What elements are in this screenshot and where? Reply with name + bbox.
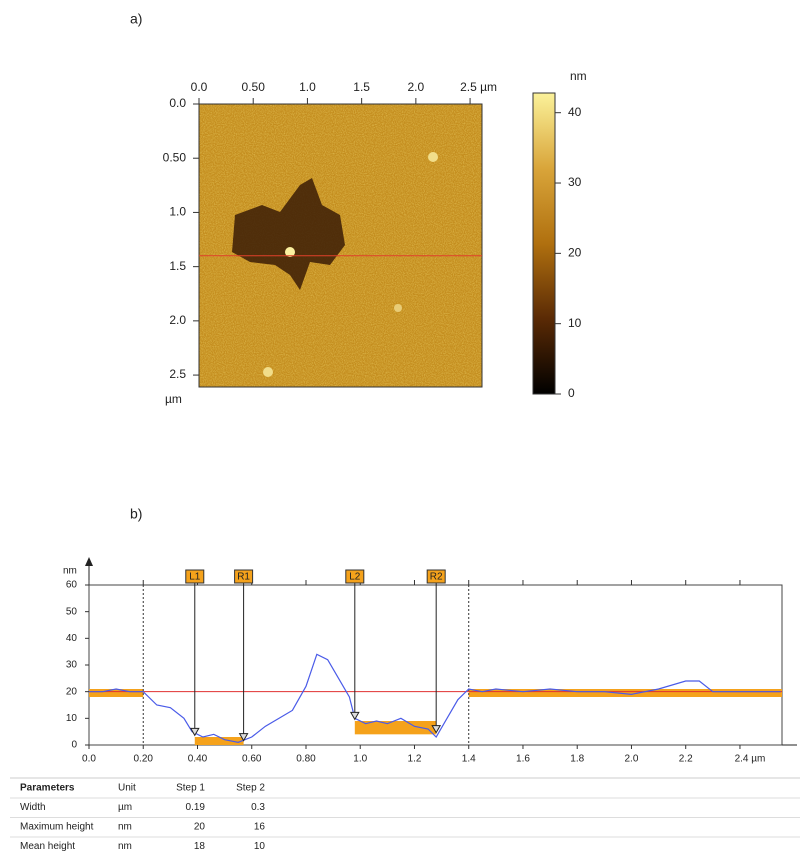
x-tick-label: 1.2 (408, 754, 422, 765)
cursor-label: L2 (349, 572, 361, 583)
x-tick-label: 2.4 µm (735, 754, 766, 765)
y-tick-label: 1.0 (169, 205, 186, 219)
image-frame (198, 103, 483, 388)
x-tick-label: 1.6 (516, 754, 530, 765)
x-tick-label: 1.4 (462, 754, 476, 765)
afm-image (198, 103, 483, 388)
y-tick-label: 20 (66, 686, 78, 697)
y-tick-label: 60 (66, 580, 78, 591)
table-header: Step 2 (236, 783, 265, 794)
profile (89, 653, 781, 743)
y-tick-label: 0.0 (169, 96, 186, 110)
colorbar-tick-label: 40 (568, 105, 582, 119)
x-tick-label: 1.0 (353, 754, 367, 765)
x-tick-label: 1.8 (570, 754, 584, 765)
x-tick-label: 2.5 µm (460, 80, 497, 94)
cursor-marker (349, 711, 360, 721)
reference-region (194, 737, 244, 745)
y-tick-label: 1.5 (169, 259, 186, 273)
panel-label: a) (130, 11, 142, 27)
table-cell: Width (20, 802, 46, 813)
table-cell: Maximum height (20, 822, 94, 833)
y-axis-unit: nm (63, 566, 77, 577)
reference-region (89, 689, 144, 697)
panel-label: b) (130, 506, 142, 522)
colorbar-tick-label: 20 (568, 246, 582, 260)
cursor-marker (431, 725, 442, 734)
colorbar-tick-label: 30 (568, 175, 582, 189)
x-tick-label: 0.0 (191, 80, 208, 94)
x-tick-label: 0.20 (134, 754, 154, 765)
table-cell: 0.3 (251, 802, 265, 813)
colorbar-tick-label: 0 (568, 386, 575, 400)
x-tick-label: 0.60 (242, 754, 262, 765)
cursor-label: R2 (430, 572, 443, 583)
colorbar-tick-label: 10 (568, 316, 582, 330)
cursor-tag (234, 569, 254, 584)
reference-region (468, 689, 782, 697)
y-tick-label: 30 (66, 660, 78, 671)
table-cell: 10 (254, 841, 266, 852)
y-axis-unit: µm (165, 392, 182, 406)
cursor-tag (345, 569, 365, 584)
x-tick-label: 0.0 (82, 754, 96, 765)
cursor-tag (185, 569, 205, 584)
table-header: Step 1 (176, 783, 205, 794)
x-tick-label: 1.0 (299, 80, 316, 94)
cursor-label: R1 (237, 572, 250, 583)
table-cell: nm (118, 822, 132, 833)
cursor-tag (426, 569, 446, 584)
cursor-marker (238, 733, 249, 742)
dark-region (232, 178, 345, 290)
y-tick-label: 2.0 (169, 313, 186, 327)
x-tick-label: 0.50 (242, 80, 266, 94)
arrow-head (85, 557, 93, 566)
table-cell: µm (118, 802, 132, 813)
y-tick-label: 40 (66, 633, 78, 644)
bright-spot (428, 152, 438, 162)
table-cell: 0.19 (186, 802, 206, 813)
table-cell: 16 (254, 822, 266, 833)
table-cell: 20 (194, 822, 206, 833)
table-cell: 18 (194, 841, 206, 852)
x-tick-label: 2.2 (679, 754, 693, 765)
colorbar (532, 92, 556, 395)
bright-spot (285, 247, 295, 257)
bright-spot (263, 367, 273, 377)
y-tick-label: 0 (71, 740, 77, 751)
y-tick-label: 10 (66, 713, 78, 724)
table-cell: nm (118, 841, 132, 852)
colorbar-unit: nm (570, 69, 587, 83)
y-tick-label: 2.5 (169, 367, 186, 381)
x-tick-label: 1.5 (353, 80, 370, 94)
cursor-marker (189, 727, 200, 737)
x-tick-label: 0.80 (296, 754, 316, 765)
table-header: Unit (118, 783, 136, 794)
table-header: Parameters (20, 783, 75, 794)
x-tick-label: 2.0 (408, 80, 425, 94)
x-tick-label: 2.0 (625, 754, 639, 765)
y-tick-label: 50 (66, 606, 78, 617)
table-cell: Mean height (20, 841, 75, 852)
bright-spot (394, 304, 402, 312)
y-tick-label: 0.50 (163, 150, 187, 164)
reference-region (354, 721, 437, 735)
x-tick-label: 0.40 (188, 754, 208, 765)
cursor-label: L1 (189, 572, 201, 583)
